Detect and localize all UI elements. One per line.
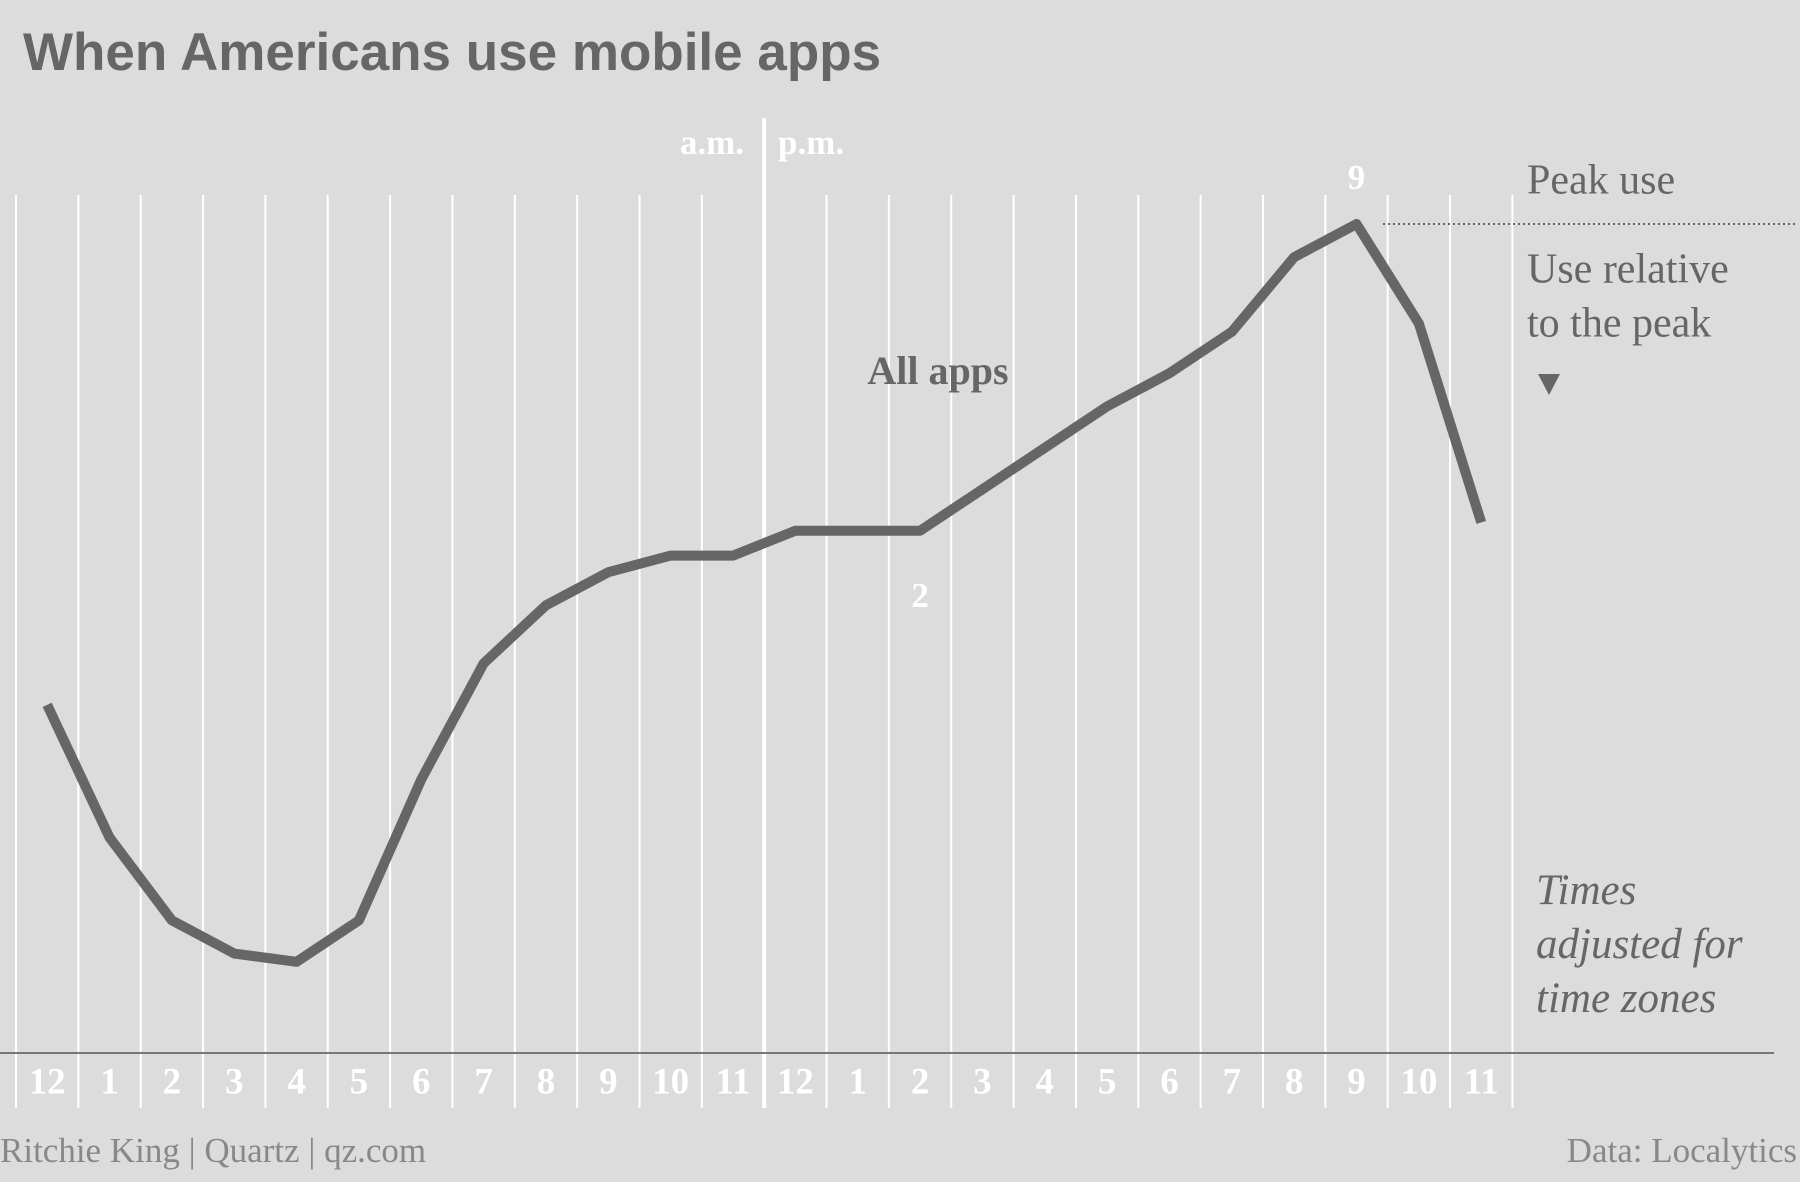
x-tick-label: 7 [474,1061,493,1102]
x-tick-label: 4 [1036,1061,1055,1102]
x-tick-label: 11 [716,1061,751,1102]
x-tick-label: 10 [1400,1061,1437,1102]
x-tick-label: 3 [225,1061,244,1102]
x-tick-label: 8 [1285,1061,1304,1102]
relative-label: to the peak [1527,301,1711,347]
x-tick-label: 7 [1223,1061,1242,1102]
down-arrow [1538,374,1560,395]
pm-label: p.m. [778,123,844,162]
annotation: 2 [911,576,929,615]
x-tick-label: 6 [1160,1061,1179,1102]
x-tick-label: 5 [1098,1061,1117,1102]
x-tick-label: 6 [412,1061,431,1102]
x-tick-label: 1 [100,1061,119,1102]
x-tick-label: 2 [163,1061,182,1102]
x-tick-label: 10 [652,1061,689,1102]
annotation: 9 [1348,158,1366,197]
am-label: a.m. [680,123,744,162]
x-tick-label: 8 [537,1061,556,1102]
x-tick-label: 9 [1347,1061,1366,1102]
x-tick-label: 5 [350,1061,369,1102]
series-label: All apps [867,348,1008,393]
x-tick-label: 4 [287,1061,306,1102]
relative-label: Use relative [1527,247,1729,293]
x-tick-label: 12 [29,1061,66,1102]
data-line [42,219,1486,967]
x-tick-label: 3 [973,1061,992,1102]
x-tick-label: 11 [1464,1061,1499,1102]
data-source: Data: Localytics [1567,1131,1797,1170]
x-tick-label: 12 [777,1061,814,1102]
chart-title: When Americans use mobile apps [23,23,881,82]
note: Times [1536,867,1636,914]
source: Ritchie King | Quartz | qz.com [0,1131,426,1170]
x-tick-label: 9 [599,1061,618,1102]
note: time zones [1536,975,1716,1022]
note: adjusted for [1536,921,1743,968]
peak-label: Peak use [1527,158,1675,204]
x-tick-label: 1 [848,1061,867,1102]
x-tick-label: 2 [911,1061,930,1102]
